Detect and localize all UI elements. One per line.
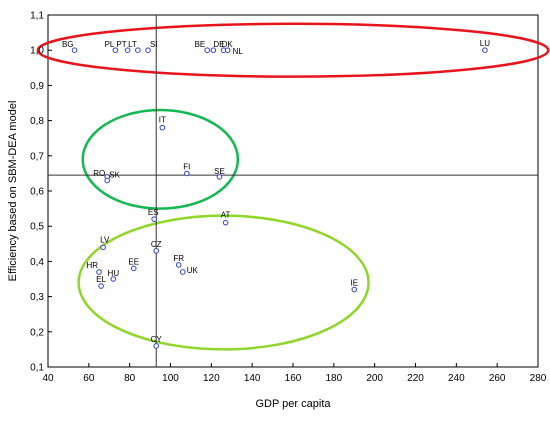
data-point-sk: [104, 177, 111, 184]
x-tick-label: 160: [285, 373, 302, 384]
point-label-nl: NL: [233, 47, 244, 56]
data-point-ie: [351, 286, 358, 293]
data-point-hr: [96, 269, 102, 275]
data-point-fi: [184, 170, 190, 177]
point-label-at: AT: [221, 211, 231, 220]
point-label-hu: HU: [108, 269, 120, 278]
x-tick-label: 120: [203, 373, 220, 384]
data-point-fr: [175, 262, 182, 268]
data-point-de: [210, 47, 217, 54]
point-label-lv: LV: [100, 235, 110, 244]
y-axis-ticks: 0,1 0,2 0,3 0,4 0,5 0,6 0,7 0,8 0,9 1,0 1,1: [30, 11, 52, 374]
data-point-pl: [112, 47, 119, 54]
point-label-cy: CY: [151, 335, 163, 344]
cluster-ellipse-3: [77, 214, 370, 351]
point-label-lu: LU: [480, 39, 490, 48]
x-tick-label: 280: [530, 373, 547, 384]
point-label-el: EL: [96, 275, 106, 284]
point-label-dk: DK: [222, 40, 234, 49]
point-label-uk: UK: [187, 266, 199, 275]
point-label-ee: EE: [128, 257, 139, 266]
point-label-sk: SK: [109, 170, 120, 179]
y-tick-label: 0,3: [30, 292, 44, 303]
y-tick-label: 0,2: [30, 327, 44, 338]
x-tick-label: 40: [42, 373, 54, 384]
point-label-pl: PL: [105, 40, 115, 49]
point-label-hr: HR: [86, 261, 98, 270]
y-tick-label: 1,0: [30, 46, 44, 57]
point-label-ie: IE: [350, 279, 358, 288]
data-point-at: [222, 219, 229, 226]
y-tick-label: 1,1: [30, 11, 44, 22]
point-label-pt: PT: [116, 40, 126, 49]
point-label-lt: LT: [128, 40, 137, 49]
y-tick-label: 0,1: [30, 363, 44, 374]
data-point-lu: [482, 47, 488, 54]
x-tick-label: 180: [325, 373, 342, 384]
point-label-be: BE: [195, 40, 206, 49]
x-tick-label: 60: [83, 373, 95, 384]
plot-area: [47, 14, 539, 368]
data-point-cz: [153, 248, 160, 254]
x-tick-label: 200: [366, 373, 383, 384]
y-tick-label: 0,6: [30, 187, 44, 198]
x-axis-label: GDP per capita: [255, 398, 331, 410]
point-label-fr: FR: [173, 254, 184, 263]
point-label-cz: CZ: [151, 240, 162, 249]
y-tick-label: 0,4: [30, 257, 44, 268]
point-label-se: SE: [214, 167, 225, 176]
data-point-si: [145, 47, 151, 54]
point-label-bg: BG: [62, 40, 74, 49]
data-point-nl: [224, 47, 231, 54]
y-tick-label: 0,5: [30, 222, 44, 233]
x-tick-label: 100: [162, 373, 179, 384]
data-point-cy: [153, 343, 160, 349]
y-axis-label: Efficiency based on SBM-DEA model: [7, 101, 19, 282]
data-point-hu: [110, 276, 117, 282]
x-tick-label: 220: [407, 373, 424, 384]
data-point-uk: [179, 269, 186, 275]
data-point-lv: [100, 244, 106, 251]
y-tick-label: 0,7: [30, 151, 44, 162]
data-point-se: [216, 174, 223, 180]
x-tick-label: 140: [244, 373, 261, 384]
y-tick-label: 0,8: [30, 116, 44, 127]
point-label-es: ES: [148, 208, 159, 217]
x-tick-label: 240: [448, 373, 465, 384]
data-point-pt: [124, 47, 131, 54]
data-point-be: [204, 47, 211, 54]
cluster-ellipse-2: [81, 108, 240, 210]
x-axis-ticks: 40 60 80 100 120 140 160 180 200 220 240 260 280: [42, 363, 547, 384]
point-label-ro: RO: [93, 169, 105, 178]
point-label-fi: FI: [183, 162, 190, 171]
point-label-de: DE: [213, 40, 224, 49]
data-point-ee: [130, 265, 137, 272]
x-tick-label: 260: [489, 373, 506, 384]
data-point-bg: [71, 47, 78, 54]
y-tick-label: 0,9: [30, 81, 44, 92]
data-point-lt: [135, 47, 141, 54]
point-label-it: IT: [159, 116, 166, 125]
data-point-it: [159, 124, 166, 131]
cluster-ellipse-1: [36, 22, 550, 78]
point-label-si: SI: [150, 40, 158, 49]
cluster-ellipses: [36, 22, 550, 351]
data-point-el: [98, 283, 104, 289]
x-tick-label: 80: [124, 373, 136, 384]
data-point-es: [151, 216, 157, 222]
reference-lines: [48, 15, 538, 367]
